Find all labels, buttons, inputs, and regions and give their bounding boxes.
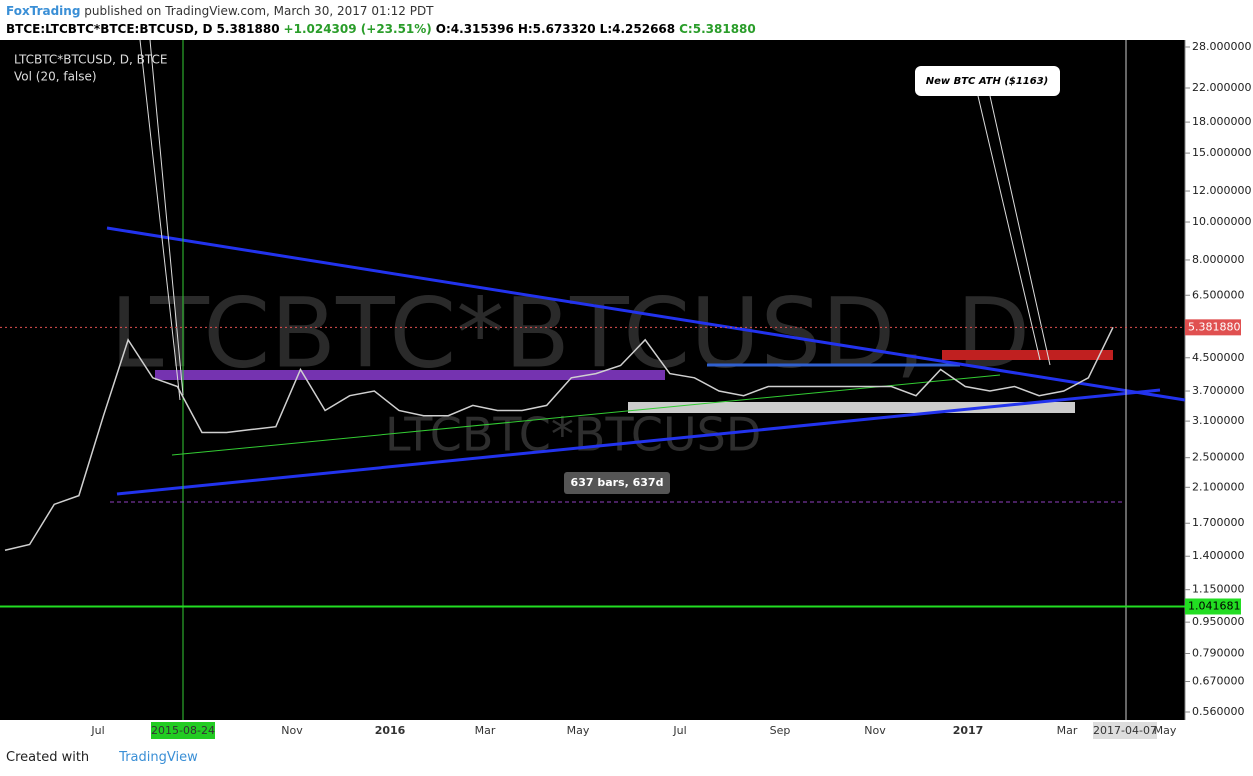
last: 5.381880 — [216, 22, 280, 36]
x-tick-label: Sep — [770, 724, 791, 737]
y-tick-label: 10.000000 — [1192, 215, 1252, 228]
price-tag — [1185, 598, 1241, 615]
price-line-series — [4, 327, 1114, 552]
y-tick-label: 0.950000 — [1192, 615, 1245, 628]
callout-box — [915, 66, 1060, 96]
price-tag-label: 5.381880 — [1188, 320, 1241, 333]
x-tick-label: 2016 — [375, 724, 406, 737]
callout-line — [977, 95, 1041, 361]
y-tick-label: 2.100000 — [1192, 480, 1245, 493]
x-tick-label: Mar — [1057, 724, 1078, 737]
footer: Created with TradingView — [6, 750, 198, 765]
price-tag — [1185, 319, 1241, 336]
drawings: New BTC ATH ($1163) 637 bars, 637d — [106, 40, 1186, 720]
measure-text: 637 bars, 637d — [571, 476, 664, 489]
y-tick-label: 2.500000 — [1192, 451, 1245, 464]
symbol: BTCE:LTCBTC*BTCE:BTCUSD, D — [6, 22, 213, 36]
y-tick-label: 18.000000 — [1192, 115, 1252, 128]
price-axis — [1185, 40, 1253, 746]
y-tick-label: 1.400000 — [1192, 549, 1245, 562]
y-tick-label: 4.500000 — [1192, 351, 1245, 364]
low: L:4.252668 — [599, 22, 676, 36]
background — [0, 40, 1253, 746]
symbol-line: BTCE:LTCBTC*BTCE:BTCUSD, D 5.381880 +1.024… — [6, 22, 760, 36]
callout-text: New BTC ATH ($1163) — [926, 76, 1049, 87]
zone — [628, 402, 1075, 413]
x-tick-label: 2017-04-07 — [1093, 724, 1157, 737]
trendline — [171, 374, 1001, 456]
zone — [942, 350, 1113, 360]
x-tick-label: May — [1154, 724, 1177, 737]
publish-line: FoxTrading published on TradingView.com,… — [6, 4, 434, 18]
y-tick-label: 8.000000 — [1192, 253, 1245, 266]
x-tick-label: Jul — [672, 724, 686, 737]
created: Created with — [6, 750, 90, 765]
y-tick-label: 0.560000 — [1192, 705, 1245, 718]
y-tick-label: 3.700000 — [1192, 384, 1245, 397]
open: O:4.315396 — [435, 22, 514, 36]
x-tick-label: Mar — [475, 724, 496, 737]
brand[interactable]: TradingView — [119, 750, 198, 765]
x-tick-label: Nov — [864, 724, 886, 737]
y-tick-label: 6.500000 — [1192, 288, 1245, 301]
published: published on TradingView.com, March 30, … — [84, 4, 434, 18]
y-tick-label: 1.700000 — [1192, 516, 1245, 529]
trendline — [116, 388, 1161, 496]
y-tick-label: 12.000000 — [1192, 184, 1252, 197]
y-tick-label: 0.670000 — [1192, 675, 1245, 688]
price-tag-label: 1.041681 — [1188, 599, 1241, 612]
y-tick-label: 22.000000 — [1192, 81, 1252, 94]
x-tick-label: 2017 — [953, 724, 984, 737]
y-tick-label: 1.150000 — [1192, 583, 1245, 596]
author[interactable]: FoxTrading — [6, 4, 81, 18]
x-tick-label: May — [567, 724, 590, 737]
date-tag — [151, 722, 215, 739]
zone — [155, 370, 665, 380]
change: +1.024309 (+23.51%) — [283, 22, 432, 36]
callout-line — [139, 40, 181, 401]
y-tick-label: 28.000000 — [1192, 40, 1252, 53]
x-tick-label: 2015-08-24 — [151, 724, 215, 737]
trendline — [106, 226, 1186, 402]
x-tick-label: Jul — [90, 724, 104, 737]
y-tick-label: 3.100000 — [1192, 414, 1245, 427]
x-tick-label: Nov — [281, 724, 303, 737]
legend-volume: Vol (20, false) — [14, 70, 97, 84]
y-tick-label: 15.000000 — [1192, 146, 1252, 159]
high: H:5.673320 — [517, 22, 596, 36]
callout-line — [989, 95, 1051, 366]
legend-title: LTCBTC*BTCUSD, D, BTCE — [14, 53, 167, 67]
measure-box — [564, 472, 670, 494]
close: C:5.381880 — [679, 22, 756, 36]
y-tick-label: 0.790000 — [1192, 647, 1245, 660]
callout-line — [149, 40, 184, 396]
chart: LTCBTC*BTCUSD, D LTCBTC*BTCUSD New BTC A… — [0, 40, 1253, 746]
date-tag — [1093, 722, 1157, 739]
